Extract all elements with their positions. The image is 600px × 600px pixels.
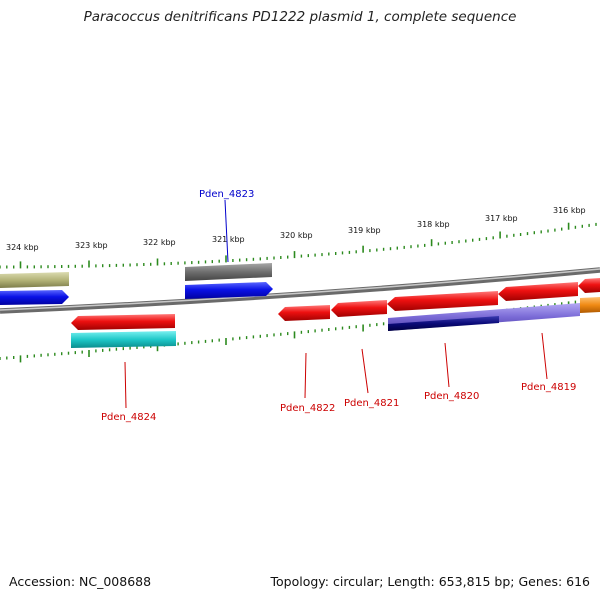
plasmid-backbone-highlight (0, 268, 600, 311)
forward-cds-arrow-pden-4823 (185, 282, 273, 299)
scale-label: 318 kbp (417, 220, 450, 229)
navy-feature (388, 316, 499, 331)
label-leader-line (124, 361, 127, 409)
scale-label: 319 kbp (348, 226, 381, 235)
reverse-cds-arrow (578, 278, 600, 293)
scale-label: 321 kbp (212, 235, 245, 244)
reverse-cds-arrow-pden-4820 (387, 291, 498, 311)
gene-label-pden-4821: Pden_4821 (344, 398, 399, 409)
label-leader-line (304, 352, 307, 399)
scale-label: 323 kbp (75, 241, 108, 250)
reverse-cds-arrow-pden-4821 (331, 300, 387, 317)
scale-labels: 324 kbp 323 kbp 322 kbp 321 kbp 320 kbp … (6, 206, 586, 252)
outer-scale-ticks (0, 222, 597, 269)
scale-label: 322 kbp (143, 238, 176, 247)
gray-feature (185, 263, 272, 281)
reverse-cds-arrow-pden-4824 (71, 314, 175, 330)
orange-feature (580, 297, 600, 313)
gene-label-pden-4822: Pden_4822 (280, 403, 335, 414)
olive-feature (0, 272, 69, 288)
label-leader-line (541, 332, 548, 380)
label-leader-line (444, 342, 450, 388)
plasmid-backbone (0, 267, 600, 314)
forward-cds-arrow (0, 290, 69, 305)
scale-label: 316 kbp (553, 206, 586, 215)
topology-summary: Topology: circular; Length: 653,815 bp; … (270, 574, 591, 589)
reverse-cds-arrow-pden-4819 (498, 282, 578, 301)
gene-label-pden-4820: Pden_4820 (424, 391, 479, 402)
label-leader-line (361, 348, 369, 394)
label-leader-line (224, 199, 229, 263)
map-title: Paracoccus denitrificans PD1222 plasmid … (83, 9, 517, 25)
cyan-feature (71, 331, 176, 348)
scale-label: 324 kbp (6, 243, 39, 252)
scale-label: 320 kbp (280, 231, 313, 240)
scale-label: 317 kbp (485, 214, 518, 223)
gene-label-pden-4819: Pden_4819 (521, 382, 576, 393)
gene-label-pden-4824: Pden_4824 (101, 412, 156, 423)
accession-text: Accession: NC_008688 (9, 574, 152, 589)
gene-label-pden-4823: Pden_4823 (199, 189, 254, 200)
reverse-cds-arrow-pden-4822 (278, 305, 330, 321)
